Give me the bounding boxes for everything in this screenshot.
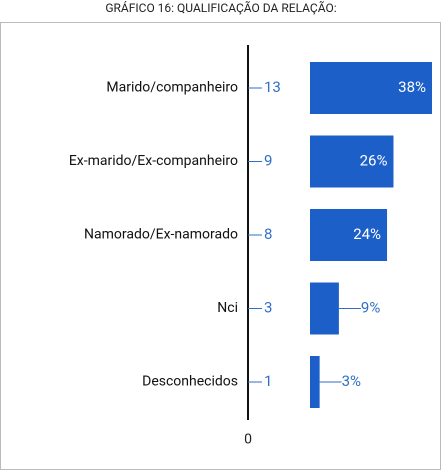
count-label: 3 <box>264 298 272 316</box>
count-label: 9 <box>264 151 272 169</box>
value-label: 38% <box>398 78 426 96</box>
bar <box>310 62 432 114</box>
category-label: Ex-marido/Ex-companheiro <box>69 153 238 169</box>
category-label: Marido/companheiro <box>106 80 238 96</box>
frame <box>0 22 441 470</box>
count-label: 1 <box>264 372 272 390</box>
bar <box>310 356 320 408</box>
category-label: Desconhecidos <box>142 374 238 390</box>
value-label: 26% <box>360 151 388 169</box>
count-label: 8 <box>264 225 272 243</box>
chart-title: GRÁFICO 16: QUALIFICAÇÃO DA RELAÇÃO: <box>105 0 336 15</box>
value-label: 3% <box>342 372 361 390</box>
bar <box>310 135 394 188</box>
category-label: Nci <box>217 300 238 316</box>
bar <box>310 282 339 335</box>
value-label: 24% <box>353 225 381 243</box>
x-tick-label: 0 <box>244 432 252 448</box>
count-label: 13 <box>264 78 281 96</box>
bar <box>310 209 388 261</box>
category-label: Namorado/Ex-namorado <box>84 227 238 243</box>
value-label: 9% <box>361 298 380 316</box>
